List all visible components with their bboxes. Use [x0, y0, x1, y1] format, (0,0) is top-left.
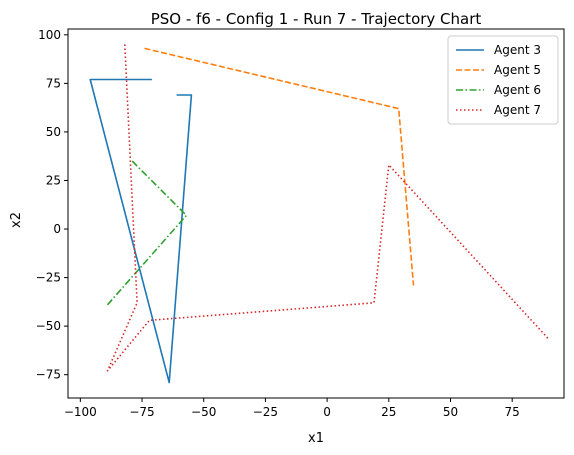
- y-axis-ticks: −75 −50 −25 0 25 50 75 100: [36, 28, 68, 382]
- legend-label: Agent 5: [494, 63, 541, 77]
- legend: Agent 3 Agent 5 Agent 6 Agent 7: [447, 35, 559, 125]
- y-tick-label: −75: [36, 368, 61, 382]
- y-axis-label: x2: [9, 212, 24, 228]
- plot-area: [89, 44, 550, 384]
- series-line-agent-3: [89, 78, 193, 384]
- legend-label: Agent 7: [494, 103, 541, 117]
- x-axis-label: x1: [308, 431, 324, 446]
- y-tick-label: 100: [38, 28, 61, 42]
- x-tick-label: 50: [443, 405, 458, 419]
- legend-label: Agent 3: [494, 43, 541, 57]
- y-tick-label: 25: [46, 173, 61, 187]
- chart-title: PSO - f6 - Config 1 - Run 7 - Trajectory…: [151, 10, 482, 28]
- x-tick-label: 25: [381, 405, 396, 419]
- y-tick-label: 75: [46, 76, 61, 90]
- y-tick-label: 0: [53, 222, 61, 236]
- x-tick-label: 0: [323, 405, 331, 419]
- y-tick-label: −50: [36, 319, 61, 333]
- x-axis-ticks: −100 −75 −50 −25 0 25 50 75: [64, 398, 520, 419]
- series-line-agent-5: [144, 47, 415, 286]
- legend-box: [447, 35, 559, 125]
- x-tick-label: 75: [505, 405, 520, 419]
- plot-frame: [67, 28, 565, 399]
- y-tick-label: 50: [46, 125, 61, 139]
- legend-label: Agent 6: [494, 83, 541, 97]
- x-tick-label: −75: [129, 405, 154, 419]
- x-tick-label: −25: [253, 405, 278, 419]
- x-tick-label: −50: [191, 405, 216, 419]
- x-tick-label: −100: [64, 405, 97, 419]
- y-tick-label: −25: [36, 271, 61, 285]
